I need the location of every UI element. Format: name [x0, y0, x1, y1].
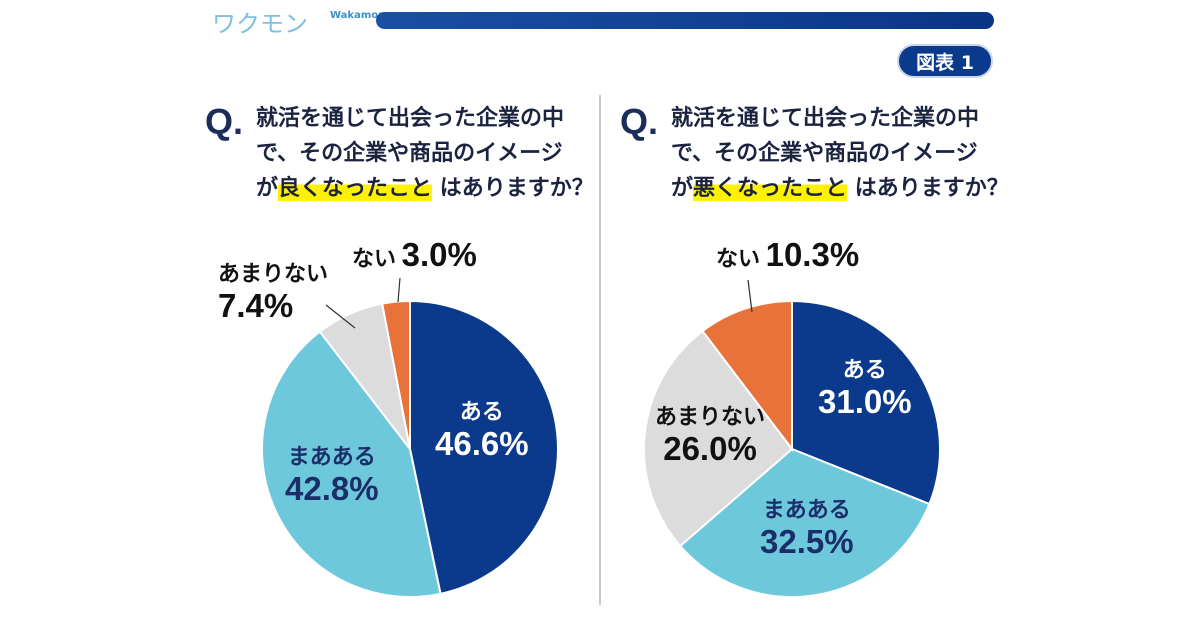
- slice-label: あまりない 26.0%: [655, 405, 766, 468]
- leader-line: [747, 279, 753, 313]
- slice-label: ある 46.6%: [435, 400, 529, 463]
- leader-line: [397, 277, 401, 303]
- pie-slice-まあある: [261, 330, 442, 598]
- slice-label: あまりない 7.4%: [218, 262, 329, 325]
- figure-badge: 図表 1: [897, 44, 993, 78]
- divider: [599, 95, 601, 605]
- pie-chart-good: [261, 299, 559, 598]
- pie-slice-ない: [701, 299, 793, 452]
- header-bar: [376, 12, 994, 29]
- q-pre: が: [256, 176, 279, 201]
- question-line: 就活を通じて出会った企業の中: [256, 106, 565, 131]
- slice-label: ない 3.0%: [352, 236, 477, 273]
- logo-en: Wakamon: [330, 10, 386, 21]
- pie-slice-まあある: [678, 447, 931, 598]
- pie-slice-あまりない: [643, 329, 794, 548]
- question-line: が良くなったこと はありますか？: [256, 176, 594, 202]
- pie-slice-ない: [381, 299, 411, 450]
- question-line: で、その企業や商品のイメージ: [256, 141, 563, 166]
- slice-label: ある 31.0%: [818, 358, 912, 421]
- question-line: が悪くなったこと はありますか？: [671, 176, 1009, 202]
- question-line: で、その企業や商品のイメージ: [671, 141, 978, 166]
- q-pre: が: [671, 176, 694, 201]
- q-highlight: 悪くなったこと: [693, 176, 848, 201]
- q-mark: Q.: [620, 101, 659, 142]
- logo: ワクモン: [212, 10, 308, 38]
- slice-label: まあある 32.5%: [760, 498, 854, 561]
- pie-slice-ある: [409, 299, 559, 596]
- pie-chart-bad: [643, 299, 941, 598]
- slice-label: まあある 42.8%: [285, 445, 379, 508]
- q-post: はありますか？: [847, 176, 1009, 201]
- question-line: 就活を通じて出会った企業の中: [671, 106, 980, 131]
- q-mark: Q.: [205, 101, 244, 142]
- slice-label: ない 10.3%: [716, 236, 860, 273]
- q-highlight: 良くなったこと: [278, 176, 433, 201]
- q-post: はありますか？: [432, 176, 594, 201]
- pie-slice-ある: [791, 299, 941, 506]
- leader-line: [325, 304, 356, 329]
